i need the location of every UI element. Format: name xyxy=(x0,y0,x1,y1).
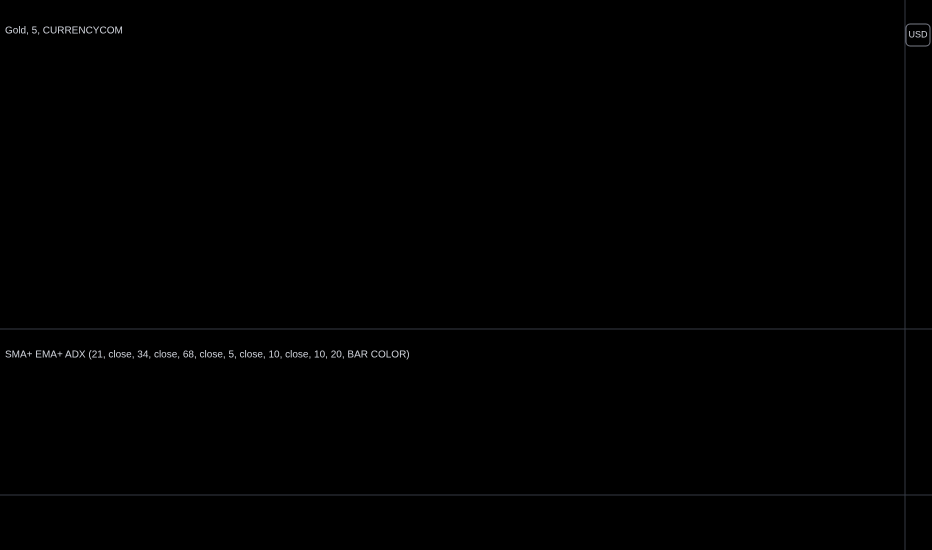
currency-label[interactable]: USD xyxy=(908,29,928,39)
indicator-title: SMA+ EMA+ ADX (21, close, 34, close, 68,… xyxy=(5,350,410,361)
currency-box[interactable] xyxy=(905,23,931,47)
chart-title: Gold, 5, CURRENCYCOM xyxy=(5,26,123,37)
